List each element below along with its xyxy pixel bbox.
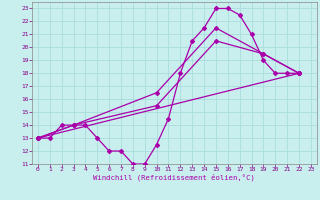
- X-axis label: Windchill (Refroidissement éolien,°C): Windchill (Refroidissement éolien,°C): [93, 174, 255, 181]
